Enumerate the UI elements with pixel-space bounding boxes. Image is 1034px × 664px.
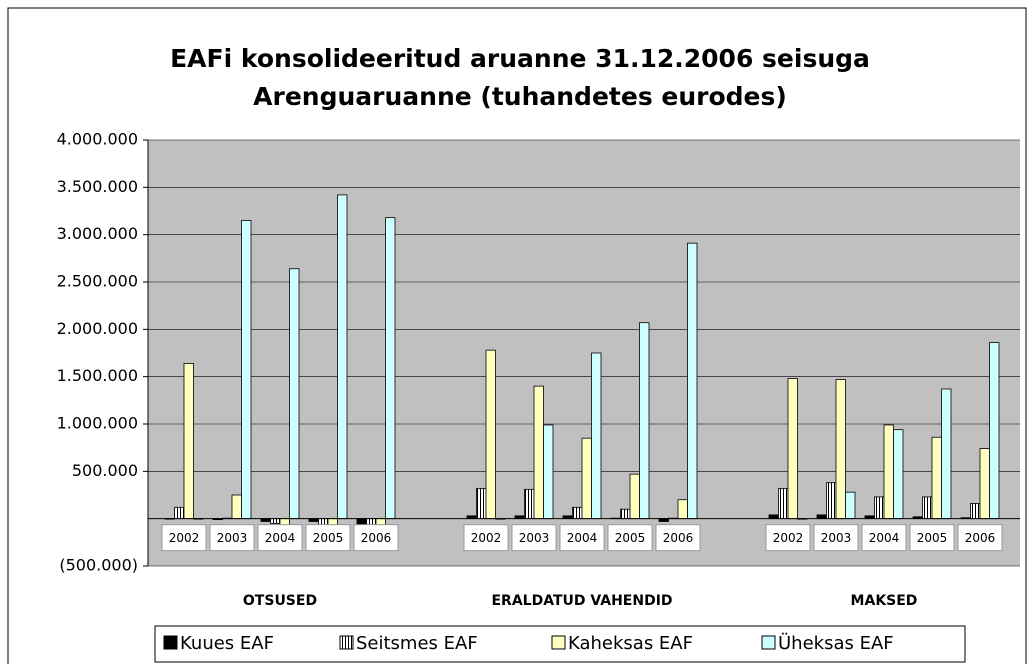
legend-label: Üheksas EAF [778, 632, 894, 654]
x-tick-label: 2006 [361, 531, 392, 545]
bar [572, 506, 583, 520]
chart-subtitle: Arenguaruanne (tuhandetes eurodes) [253, 82, 787, 111]
group-label: ERALDATUD VAHENDID [491, 593, 672, 609]
x-tick-label: 2002 [169, 531, 200, 545]
x-tick-label: 2004 [567, 531, 598, 545]
bar [883, 424, 894, 520]
x-tick-label: 2006 [663, 531, 694, 545]
bar [835, 379, 846, 520]
y-tick-label: 2.500.000 [57, 272, 138, 291]
x-label-box [655, 524, 701, 552]
x-tick-label: 2003 [519, 531, 550, 545]
x-label-box [463, 524, 509, 552]
x-label-box [765, 524, 811, 552]
bar [385, 217, 396, 520]
bar [639, 322, 650, 520]
x-tick-label: 2005 [615, 531, 646, 545]
chart-title: EAFi konsolideeritud aruanne 31.12.2006 … [170, 44, 870, 73]
bar [893, 429, 904, 520]
x-tick-label: 2005 [313, 531, 344, 545]
bar [174, 506, 185, 520]
legend-swatch [163, 635, 178, 650]
bar [533, 385, 544, 520]
x-label-box [813, 524, 859, 552]
bar [989, 342, 1000, 520]
x-tick-label: 2006 [965, 531, 996, 545]
y-tick-label: 500.000 [72, 461, 138, 480]
legend-label: Kuues EAF [180, 633, 274, 654]
bar [485, 349, 496, 520]
bar [677, 499, 688, 520]
bar [581, 437, 592, 520]
bar [241, 220, 252, 520]
bar [845, 491, 856, 520]
x-label-box [305, 524, 351, 552]
y-tick-label: (500.000) [59, 556, 138, 575]
bar [979, 448, 990, 520]
bar [941, 388, 952, 520]
y-tick-label: 1.500.000 [57, 366, 138, 385]
bar [620, 508, 631, 520]
bar [970, 503, 981, 520]
bar [629, 473, 640, 520]
x-tick-label: 2002 [471, 531, 502, 545]
bar [543, 424, 554, 520]
legend-label: Seitsmes EAF [356, 633, 478, 654]
x-tick-label: 2002 [773, 531, 804, 545]
x-tick-label: 2004 [265, 531, 296, 545]
bar [270, 518, 281, 524]
y-tick-label: 3.000.000 [57, 224, 138, 243]
x-label-box [861, 524, 907, 552]
x-label-box [353, 524, 399, 552]
x-tick-label: 2004 [869, 531, 900, 545]
bar [476, 487, 487, 520]
bar [931, 436, 942, 520]
legend-label: Kaheksas EAF [568, 633, 693, 654]
x-label-box [957, 524, 1003, 552]
x-tick-label: 2003 [217, 531, 248, 545]
legend-swatch [551, 635, 566, 650]
x-tick-label: 2005 [917, 531, 948, 545]
x-label-box [161, 524, 207, 552]
x-label-box [209, 524, 255, 552]
y-tick-label: 4.000.000 [57, 130, 138, 149]
bar [768, 514, 779, 520]
y-tick-label: 1.000.000 [57, 414, 138, 433]
group-label: OTSUSED [243, 593, 317, 609]
x-tick-label: 2003 [821, 531, 852, 545]
bar [591, 352, 602, 520]
x-label-box [257, 524, 303, 552]
x-label-box [559, 524, 605, 552]
legend-swatch [339, 635, 354, 650]
x-label-box [607, 524, 653, 552]
bar [183, 363, 194, 520]
bar [289, 268, 300, 520]
legend-swatch [761, 635, 776, 650]
y-tick-label: 2.000.000 [57, 319, 138, 338]
x-label-box [909, 524, 955, 552]
bar [687, 242, 698, 520]
bar [337, 194, 348, 520]
bar [524, 488, 535, 520]
bar [778, 487, 789, 520]
x-label-box [511, 524, 557, 552]
bar [787, 378, 798, 520]
y-tick-label: 3.500.000 [57, 177, 138, 196]
bar [826, 482, 837, 520]
bar [816, 514, 827, 520]
bar [231, 494, 242, 520]
bar [874, 496, 885, 520]
bar [922, 496, 933, 520]
group-label: MAKSED [851, 593, 918, 609]
